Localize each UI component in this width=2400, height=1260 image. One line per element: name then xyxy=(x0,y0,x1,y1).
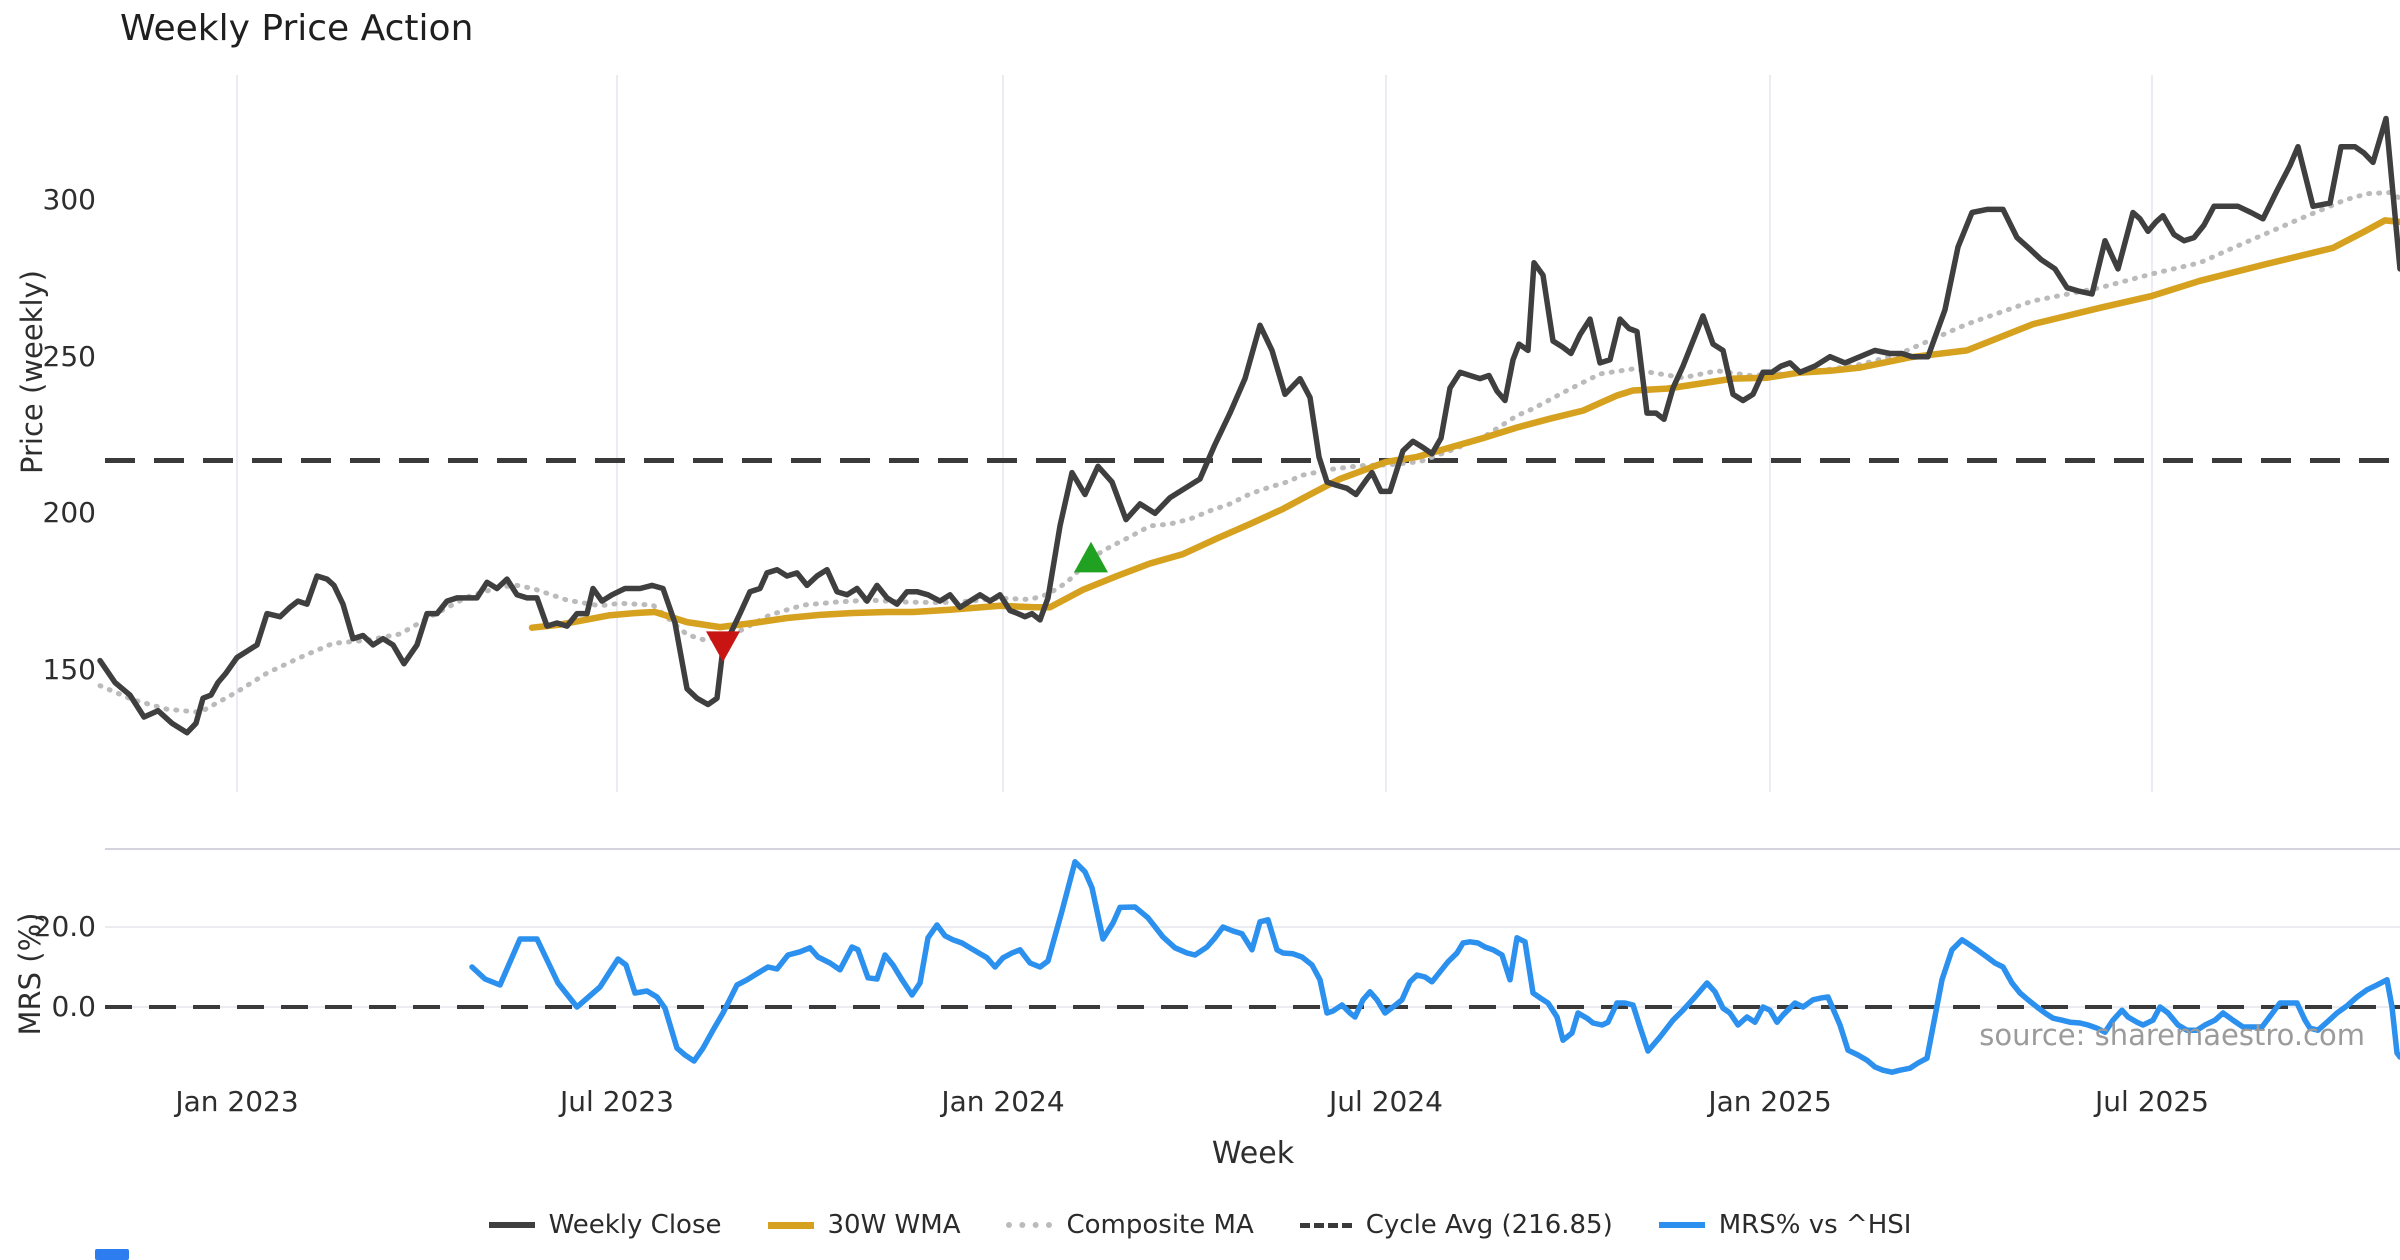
x-tick-label: Jul 2023 xyxy=(560,1085,674,1118)
legend-item-composite-ma: Composite MA xyxy=(1006,1210,1254,1240)
x-axis-label: Week xyxy=(1211,1136,1295,1171)
mrs-line-icon xyxy=(1658,1222,1705,1228)
cycle-avg-line-icon xyxy=(1299,1222,1352,1228)
legend-label: 30W WMA xyxy=(827,1210,961,1240)
price-y-tick-label: 300 xyxy=(42,183,96,216)
legend-item-cycle-avg: Cycle Avg (216.85) xyxy=(1299,1210,1613,1240)
legend-item-weekly-close: Weekly Close xyxy=(488,1210,722,1240)
x-tick-label: Jan 2025 xyxy=(1708,1085,1832,1118)
buy-signal-marker xyxy=(1074,541,1108,573)
mrs-axis-label: MRS (%) xyxy=(13,912,47,1036)
weekly-close-line-icon xyxy=(488,1222,535,1228)
series-weekly-close xyxy=(97,115,2400,736)
legend-label: Cycle Avg (216.85) xyxy=(1365,1210,1613,1240)
x-tick-label: Jan 2024 xyxy=(941,1085,1065,1118)
legend-label: Weekly Close xyxy=(548,1210,722,1240)
composite-ma-line-icon xyxy=(1006,1222,1053,1228)
chart-legend: Weekly Close 30W WMA Composite MA Cycle … xyxy=(0,1210,2400,1240)
x-tick-label: Jul 2025 xyxy=(2095,1085,2209,1118)
wma-line-icon xyxy=(767,1221,814,1229)
legend-label: MRS% vs ^HSI xyxy=(1718,1210,1912,1240)
legend-item-mrs: MRS% vs ^HSI xyxy=(1658,1210,1912,1240)
partial-blue-ui-element[interactable] xyxy=(95,1249,129,1260)
legend-item-30w-wma: 30W WMA xyxy=(767,1210,961,1240)
source-watermark: source: sharemaestro.com xyxy=(1979,1018,2365,1052)
legend-label: Composite MA xyxy=(1066,1210,1254,1240)
page-title: Weekly Price Action xyxy=(120,8,474,49)
mrs-y-tick-label: 20.0 xyxy=(33,910,96,943)
x-tick-label: Jan 2023 xyxy=(175,1085,299,1118)
x-tick-label: Jul 2024 xyxy=(1329,1085,1443,1118)
price-y-tick-label: 150 xyxy=(42,653,96,686)
mrs-y-tick-label: 0.0 xyxy=(51,990,96,1023)
sell-signal-marker xyxy=(706,631,740,662)
price-y-tick-label: 250 xyxy=(42,339,96,373)
price-y-tick-label: 200 xyxy=(42,496,96,530)
series-30w-wma xyxy=(528,217,2400,631)
series-mrs xyxy=(469,859,2400,1075)
